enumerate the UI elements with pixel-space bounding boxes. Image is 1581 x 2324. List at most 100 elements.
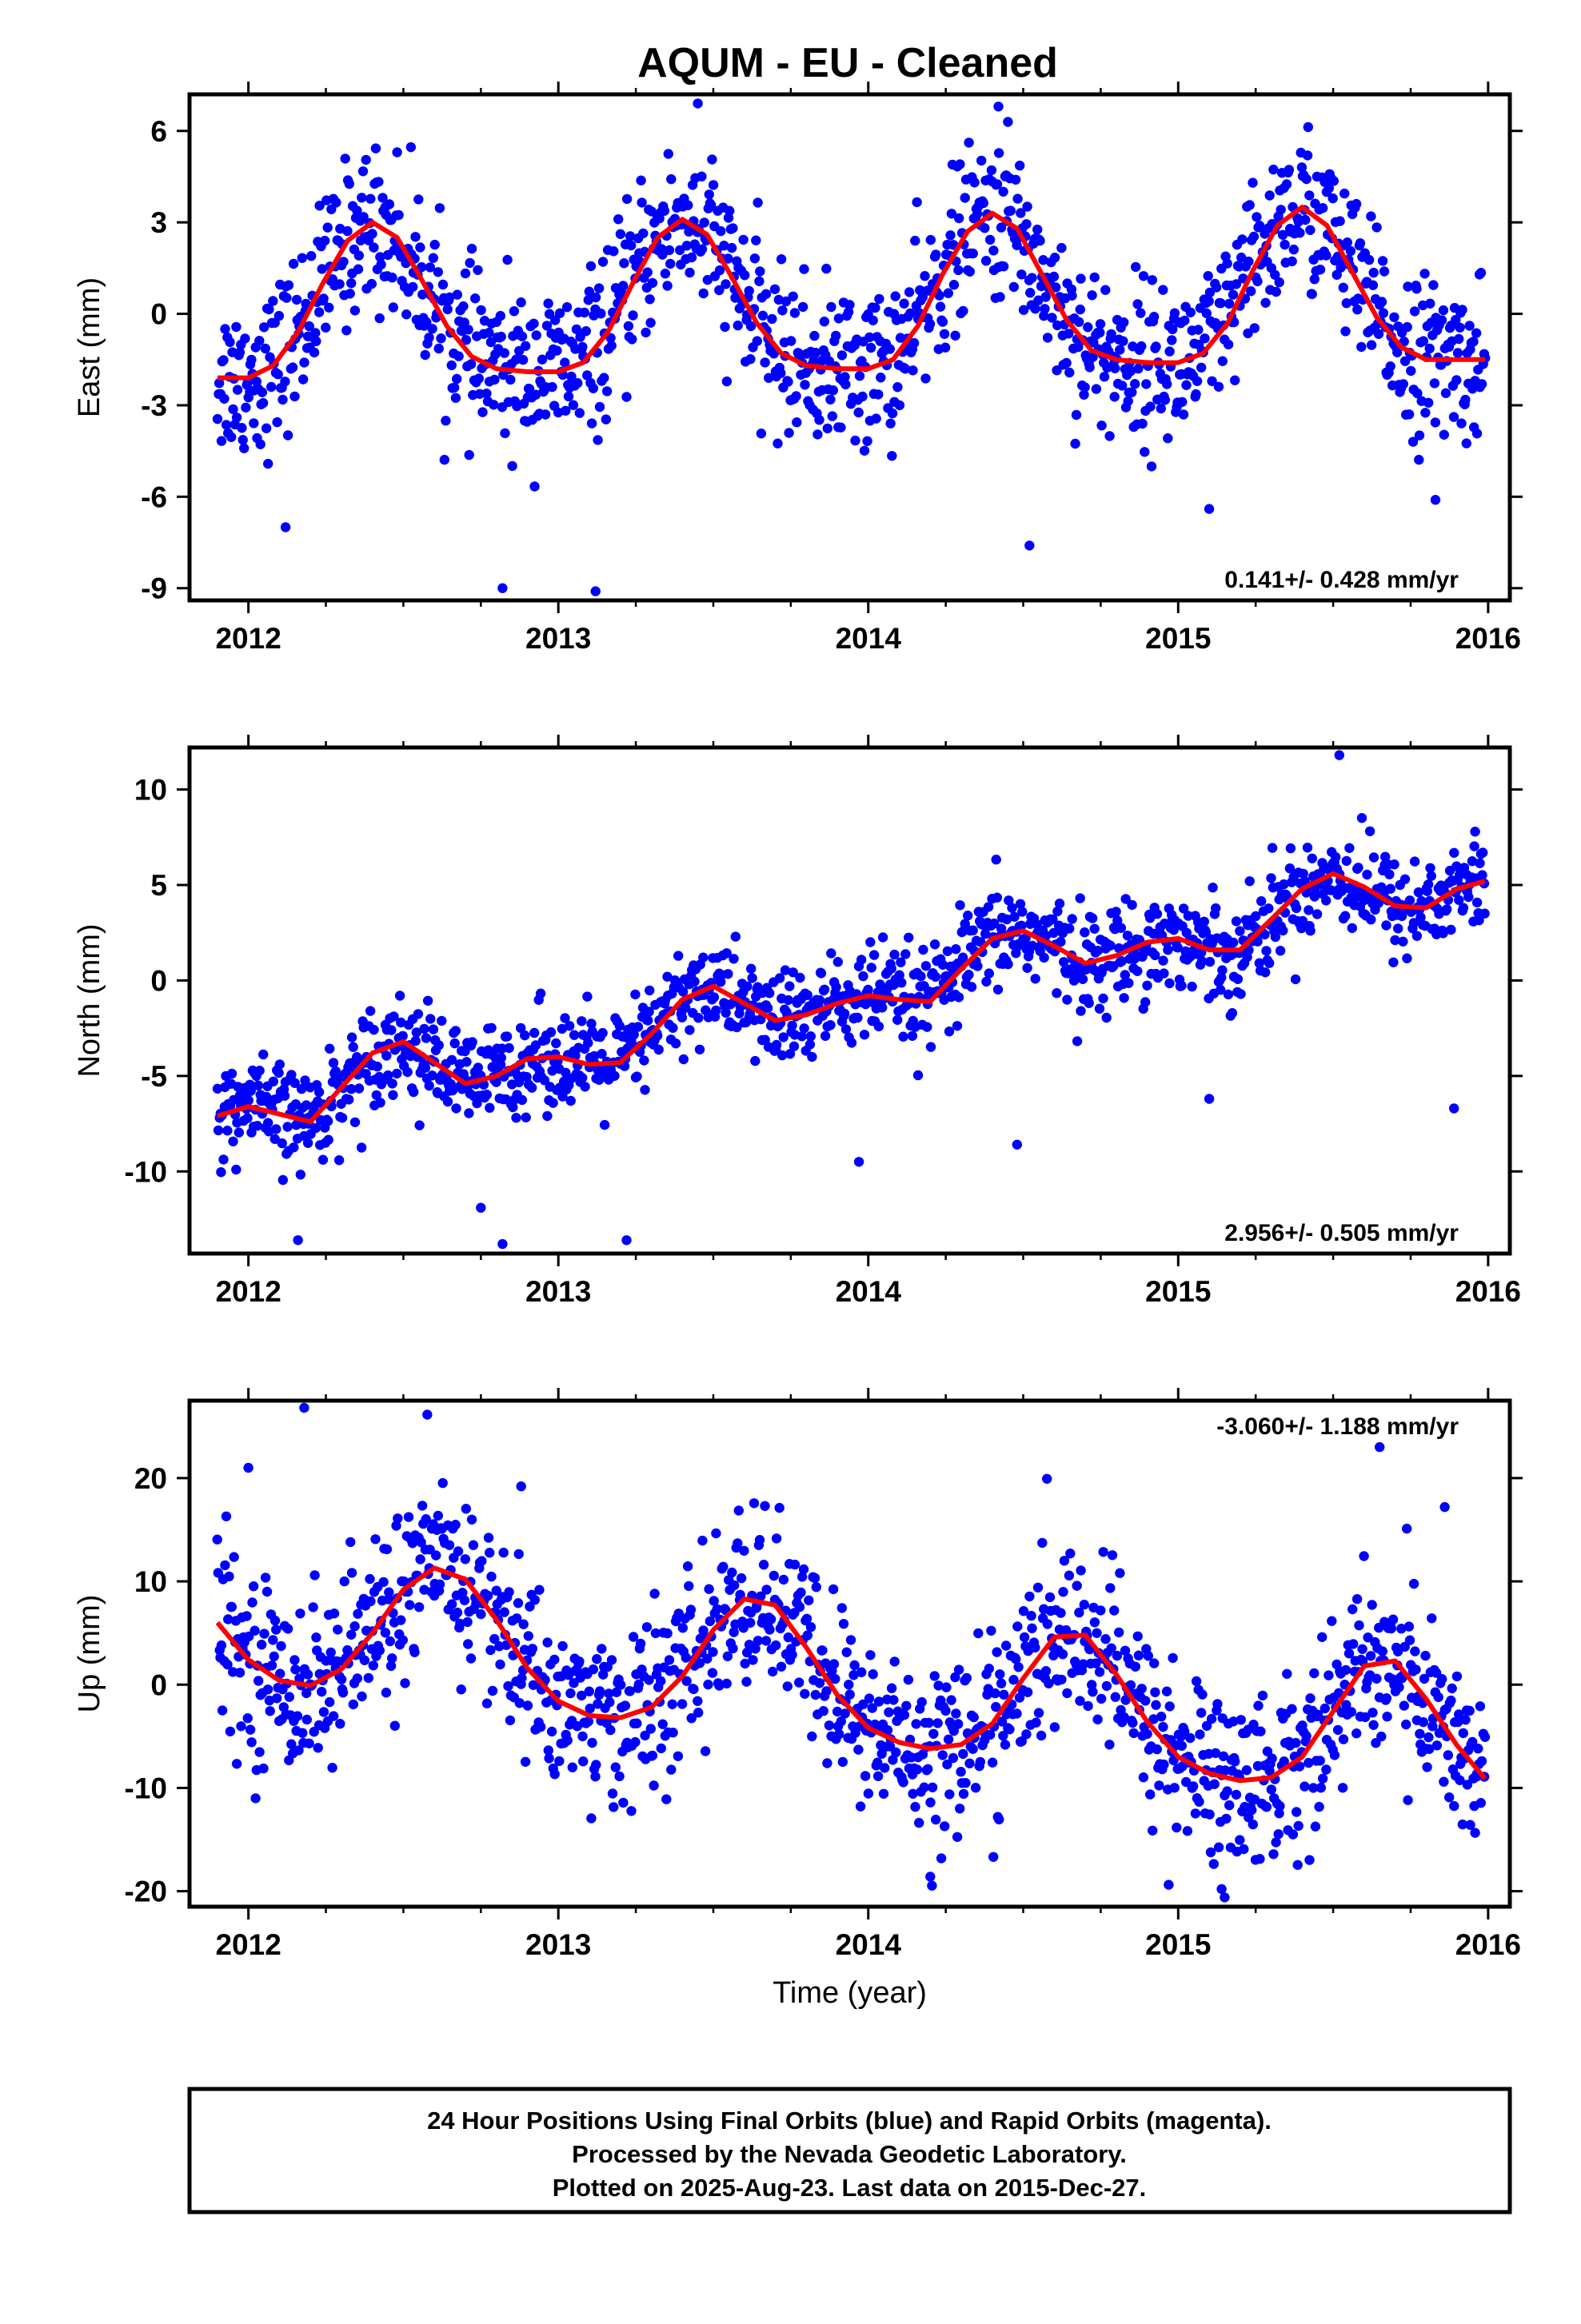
data-point — [620, 1700, 631, 1711]
data-point — [1439, 1776, 1449, 1787]
data-point — [541, 321, 553, 331]
data-point — [1231, 279, 1242, 289]
data-point — [537, 354, 548, 365]
data-point — [838, 1619, 849, 1629]
data-point — [247, 1597, 258, 1608]
data-point — [1106, 1643, 1116, 1653]
data-point — [1057, 1649, 1068, 1660]
data-point — [1092, 1628, 1102, 1638]
data-point — [939, 329, 950, 339]
data-point — [1200, 333, 1210, 344]
data-point — [1080, 382, 1090, 393]
data-point — [1433, 1692, 1443, 1703]
data-point — [1479, 908, 1490, 919]
data-point — [590, 1772, 601, 1782]
data-point — [228, 404, 238, 415]
y-axis-label-up: Up (mm) — [73, 1595, 106, 1713]
data-point — [1191, 1676, 1202, 1687]
data-point — [662, 971, 673, 982]
data-point — [858, 1699, 868, 1710]
data-point — [908, 365, 918, 376]
data-point — [1271, 286, 1282, 297]
data-point — [662, 1628, 673, 1639]
data-point — [1196, 956, 1208, 967]
data-point — [486, 1022, 497, 1034]
data-point — [827, 411, 838, 421]
data-point — [749, 253, 761, 264]
data-point — [1341, 855, 1352, 867]
data-point — [452, 289, 462, 300]
data-point — [1133, 363, 1144, 374]
data-point — [1022, 963, 1032, 974]
data-point — [473, 265, 483, 275]
data-point — [428, 253, 438, 263]
data-point — [268, 1635, 278, 1645]
data-point — [1243, 328, 1253, 339]
data-point — [833, 313, 844, 324]
data-point — [212, 1083, 223, 1094]
data-point — [1131, 261, 1141, 273]
data-point — [1096, 1693, 1107, 1704]
data-point — [1366, 211, 1376, 221]
data-point — [912, 1764, 923, 1775]
data-point — [830, 1673, 840, 1684]
data-point — [1012, 1708, 1022, 1719]
data-point — [273, 369, 283, 380]
data-point — [328, 1058, 339, 1068]
data-point — [966, 982, 977, 992]
data-point — [302, 1669, 313, 1680]
data-point — [437, 1477, 448, 1489]
data-point — [593, 283, 605, 293]
data-point — [329, 1608, 340, 1619]
data-point — [582, 370, 593, 381]
data-point — [266, 1660, 277, 1671]
data-point — [357, 193, 367, 203]
x-tick-label: 2013 — [525, 1275, 591, 1308]
data-point — [880, 1763, 890, 1773]
data-point — [1120, 970, 1131, 980]
data-point — [446, 1599, 457, 1609]
data-point — [1340, 1664, 1351, 1676]
data-point — [1040, 1666, 1052, 1676]
data-point — [1216, 298, 1226, 309]
data-point — [417, 261, 427, 273]
data-point — [1018, 305, 1029, 315]
data-point — [875, 979, 885, 990]
data-point — [867, 1703, 877, 1713]
data-point — [460, 1554, 470, 1565]
data-point — [738, 234, 749, 245]
data-point — [334, 279, 345, 289]
data-point — [242, 1713, 253, 1724]
data-point — [613, 214, 624, 225]
data-point — [1266, 873, 1276, 883]
data-point — [1071, 409, 1082, 421]
data-point — [877, 932, 888, 943]
data-point — [1352, 305, 1363, 315]
data-point — [498, 1547, 509, 1558]
data-point — [714, 285, 725, 296]
data-point — [465, 257, 475, 269]
data-point — [1316, 1783, 1327, 1793]
data-point — [1172, 1822, 1182, 1833]
data-point — [920, 271, 930, 281]
data-point — [1190, 1808, 1201, 1819]
data-point — [1452, 1716, 1463, 1728]
data-point — [297, 1728, 308, 1738]
data-point — [352, 205, 362, 216]
data-point — [778, 1574, 789, 1585]
data-point — [1156, 1712, 1167, 1722]
data-point — [1406, 365, 1416, 377]
data-point — [937, 317, 948, 327]
data-point — [288, 258, 299, 269]
data-point — [1305, 1693, 1316, 1704]
data-point — [476, 1608, 486, 1620]
data-point — [919, 1782, 929, 1792]
data-point — [707, 154, 717, 165]
data-point — [964, 1758, 975, 1768]
data-point — [1116, 956, 1128, 967]
data-point — [1404, 895, 1415, 906]
data-point — [1146, 461, 1157, 472]
data-point — [783, 377, 793, 387]
data-point — [318, 293, 329, 304]
